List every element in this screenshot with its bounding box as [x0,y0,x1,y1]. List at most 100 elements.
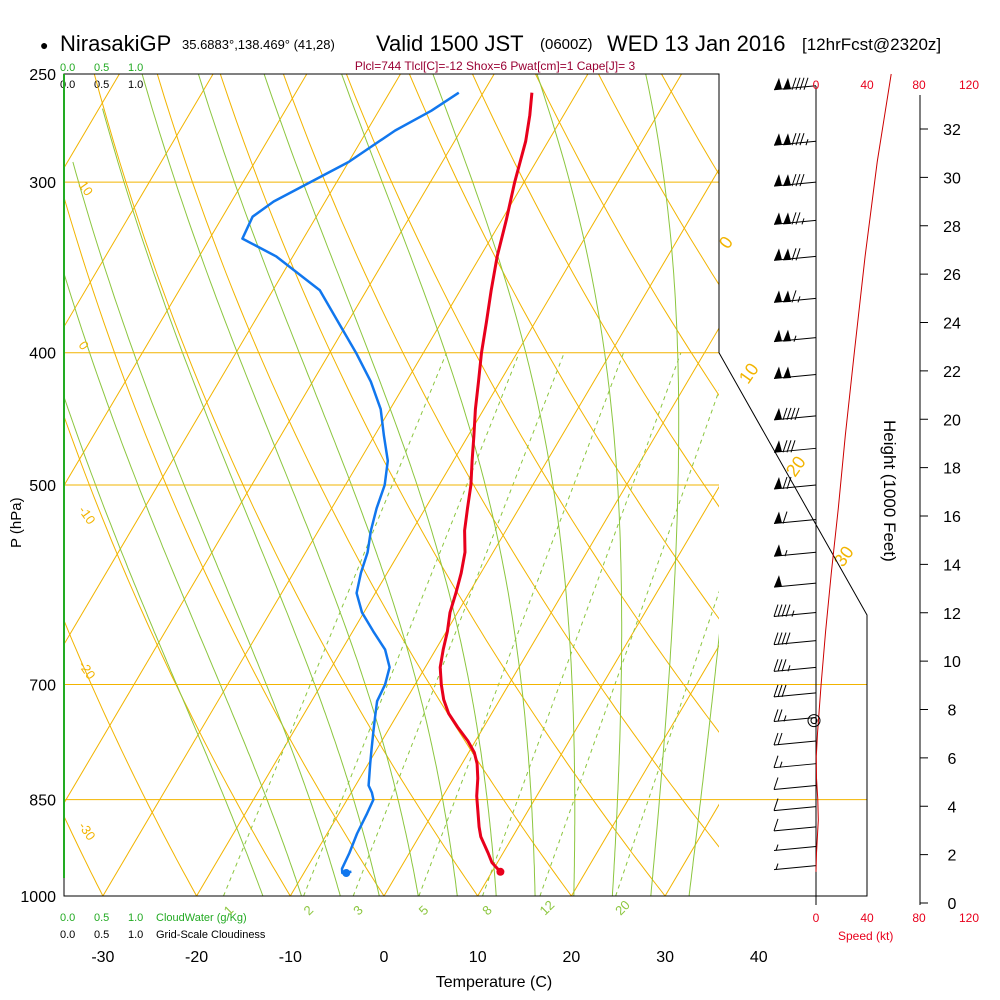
wind-barb-half [801,218,805,225]
cloud-scale-bottom: 0.0 0.5 1.0 CloudWater (g/Kg) 0.0 0.5 1.… [60,912,266,941]
wind-barb-full [786,440,792,453]
moist-adiabat-line [102,108,380,896]
wind-barb-full [794,407,800,421]
wind-barb-flag [774,248,782,261]
pressure-axis-ticks: 250 300 400 500 700 850 1000 [20,67,56,906]
station-name: NirasakiGP [60,31,171,56]
wind-barb-flag [774,77,782,90]
wind-barb-staff [773,666,817,672]
moist-adiabat-line [341,74,536,896]
isotherm-label: 10 [735,359,763,387]
height-tick-label: 10 [943,654,961,671]
dry-adiabat-grid [64,50,1000,925]
wind-barb-flag [774,366,782,379]
temperature-tick-label: -30 [91,949,114,966]
isotherm-label: 0 [715,233,737,253]
lcl-marker-inner [810,717,818,725]
wind-barb-flag [783,329,791,342]
cloud-scale-top-green-1: 0.5 [94,62,109,74]
mixing-ratio-line [482,352,682,896]
wind-barb [773,544,817,557]
cloud-scale-top: 0.0 0.5 1.0 0.0 0.5 1.0 [60,62,143,91]
pressure-tick-label: 400 [29,346,56,363]
dry-adiabat-line [219,74,666,896]
wind-barb-full [791,77,797,90]
wind-barb-flag [774,511,782,524]
wind-barb-staff [773,865,817,871]
wind-barb-full [791,212,797,225]
pressure-tick-label: 1000 [20,889,56,906]
mixing-ratio-line [418,352,625,896]
height-tick-label: 24 [943,316,961,333]
mixing-ratio-line [303,352,520,896]
pressure-tick-label: 300 [29,175,56,192]
header-bullet: ● [40,37,48,53]
mixing-ratio-line [539,389,719,896]
dry-adiabat-line [960,50,1000,925]
wind-barb-half [805,139,809,146]
height-tick-label: 32 [943,122,961,139]
wind-scale-top-0: 0 [813,78,820,92]
dry-adiabat-line [408,74,719,620]
wind-barb-staff [773,806,817,812]
wind-barb-full [795,173,801,187]
dry-adiabat-line [64,414,291,896]
wind-barb-full [795,133,801,146]
isotherm-label: 10 [76,178,97,198]
temperature-tick-label: 40 [750,949,768,966]
mixing-ratio-label: 20 [612,897,633,918]
wind-barb-half [793,335,797,342]
wind-barb-full [795,77,801,90]
wind-barb-full [795,248,801,261]
moist-adiabat-line [197,74,458,896]
wind-barb [773,632,817,646]
temperature-tick-label: 20 [563,949,581,966]
stability-indices: Plcl=744 Tlcl[C]=-12 Shox=6 Pwat[cm]=1 C… [355,59,636,73]
wind-barb-staff [773,740,817,746]
station-coords: 35.6883°,138.469° (41,28) [182,37,335,52]
wind-panel [773,73,892,905]
wind-barb [773,77,817,91]
temperature-tick-label: 0 [380,949,389,966]
dry-adiabat-line [64,619,198,896]
wind-barb [773,684,817,698]
cloud-scale-bottom-green-1: 0.5 [94,912,109,924]
wind-barb-flag [783,77,791,90]
wind-barb-flag [783,290,791,303]
wind-barb-full [773,755,779,768]
dry-adiabat-line [64,815,104,896]
moist-adiabat-line [64,271,303,896]
isotherm-line [853,74,1000,896]
wind-barb-full [795,212,801,225]
wind-barb [773,440,817,453]
wind-barb [773,659,817,672]
wind-barb-full [799,133,805,146]
wind-barb-full [782,511,788,524]
height-tick-label: 28 [943,219,961,236]
dry-adiabat-line [345,74,719,733]
wind-barb-staff [773,692,817,698]
wind-barb-half [791,610,795,617]
wind-barb [773,329,817,343]
wind-scale-top-2: 80 [912,78,926,92]
wind-barb-full [786,476,792,490]
wind-barb-flag [783,174,791,187]
wind-barb [773,407,817,421]
height-tick-label: 14 [943,557,961,574]
wind-scale-bottom-1: 40 [860,911,874,925]
wind-barb-flag [774,290,782,303]
wind-barb [773,755,817,769]
moist-adiabat-line [688,633,719,896]
cloud-water-label: CloudWater (g/Kg) [156,912,247,924]
wind-barb-staff [773,716,817,722]
wind-barb-staff [773,612,817,618]
wind-barb [773,248,817,261]
isotherm-label: -20 [76,658,99,682]
wind-barb-full [777,604,783,617]
mixing-ratio-label: 12 [537,897,558,918]
pressure-tick-label: 700 [29,678,56,695]
wind-barb [773,844,817,852]
dry-adiabat-line [471,74,719,508]
cloud-scale-top-black-2: 1.0 [128,79,143,91]
